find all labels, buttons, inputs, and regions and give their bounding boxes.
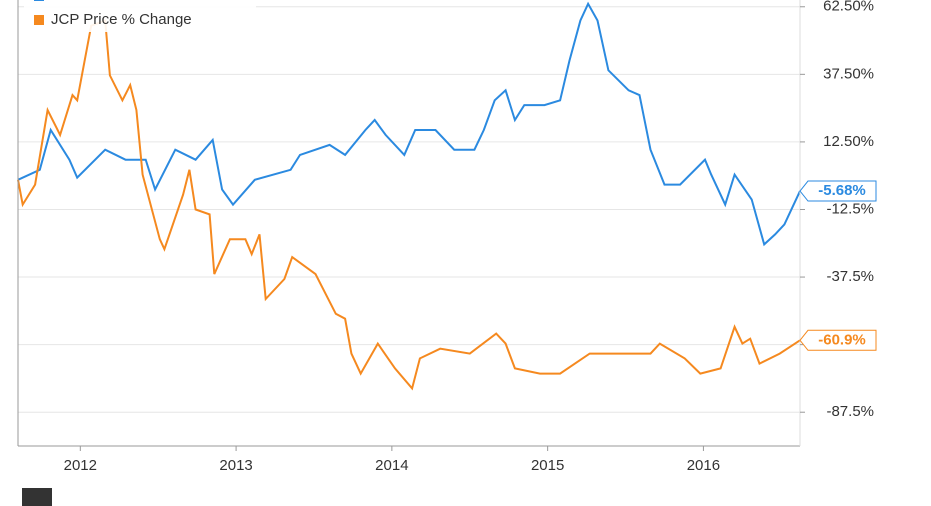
y-tick-label: -87.5% xyxy=(826,403,874,420)
labels: 62.50%37.50%12.50%-12.5%-37.5%-62.5%-87.… xyxy=(24,0,877,474)
x-tick-label: 2012 xyxy=(64,457,97,474)
end-label: -60.9% xyxy=(818,331,866,348)
legend-label: JCP Price % Change xyxy=(51,11,192,28)
end-label-box xyxy=(799,329,877,351)
end-label: -5.68% xyxy=(818,182,866,199)
logo xyxy=(22,488,52,506)
x-tick-label: 2013 xyxy=(219,457,252,474)
series-line xyxy=(17,1,801,247)
end-label-box xyxy=(799,180,877,202)
y-tick-label: 12.50% xyxy=(823,133,874,150)
x-tick-label: 2015 xyxy=(531,457,564,474)
lines xyxy=(17,1,801,391)
y-tick-label: -37.5% xyxy=(826,268,874,285)
y-tick-label: 37.50% xyxy=(823,65,874,82)
legend-swatch xyxy=(34,15,44,25)
x-tick-label: 2016 xyxy=(687,457,720,474)
y-tick-label: 62.50% xyxy=(823,0,874,15)
series-line xyxy=(17,19,801,391)
legend-swatch xyxy=(34,0,44,1)
y-tick-label: -12.5% xyxy=(826,200,874,217)
x-tick-label: 2014 xyxy=(375,457,408,474)
legend-box xyxy=(24,0,256,32)
